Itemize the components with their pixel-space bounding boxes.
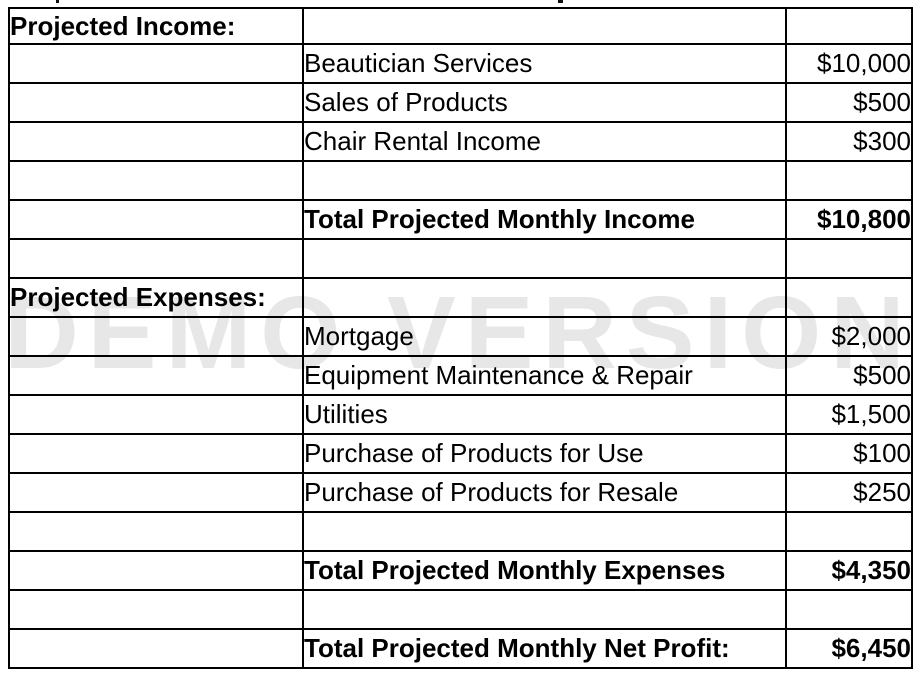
amount-cell: $6,450 — [785, 628, 913, 669]
amount-cell — [785, 160, 913, 201]
row-total-monthly-net-profit: Total Projected Monthly Net Profit: $6,4… — [8, 628, 913, 669]
amount-cell: $2,000 — [785, 316, 913, 357]
item-name-cell: Mortgage — [302, 316, 787, 357]
row-products-for-resale: Purchase of Products for Resale $250 — [8, 472, 913, 513]
cropped-text-remnant — [558, 0, 563, 3]
amount-cell: $250 — [785, 472, 913, 513]
item-name-cell — [302, 511, 787, 552]
item-name-cell: Purchase of Products for Resale — [302, 472, 787, 513]
row-total-monthly-income: Total Projected Monthly Income $10,800 — [8, 199, 913, 240]
item-name-cell: Total Projected Monthly Expenses — [302, 550, 787, 591]
item-name-cell: Total Projected Monthly Net Profit: — [302, 628, 787, 669]
amount-cell: $500 — [785, 355, 913, 396]
section-label-cell — [8, 316, 304, 357]
section-label-cell: Projected Income: — [8, 7, 304, 45]
item-name-cell: Sales of Products — [302, 82, 787, 123]
amount-cell: $10,000 — [785, 43, 913, 84]
amount-cell: $300 — [785, 121, 913, 162]
financial-projection-table: Projected Income: Beautician Services $1… — [8, 7, 913, 669]
item-name-cell — [302, 238, 787, 279]
amount-cell — [785, 7, 913, 45]
amount-cell: $1,500 — [785, 394, 913, 435]
row-chair-rental-income: Chair Rental Income $300 — [8, 121, 913, 162]
item-name-cell: Beautician Services — [302, 43, 787, 84]
section-label-cell — [8, 43, 304, 84]
item-name-cell — [302, 160, 787, 201]
cropped-text-remnant — [56, 0, 59, 3]
amount-cell: $100 — [785, 433, 913, 474]
section-label-cell — [8, 550, 304, 591]
section-label-cell — [8, 394, 304, 435]
amount-cell — [785, 511, 913, 552]
item-name-cell — [302, 277, 787, 318]
item-name-cell: Equipment Maintenance & Repair — [302, 355, 787, 396]
amount-cell: $10,800 — [785, 199, 913, 240]
row-equipment-maintenance: Equipment Maintenance & Repair $500 — [8, 355, 913, 396]
row-products-for-use: Purchase of Products for Use $100 — [8, 433, 913, 474]
row-spacer — [8, 160, 913, 201]
item-name-cell — [302, 589, 787, 630]
section-label-cell — [8, 589, 304, 630]
row-utilities: Utilities $1,500 — [8, 394, 913, 435]
amount-cell — [785, 277, 913, 318]
section-label-cell — [8, 121, 304, 162]
section-label-cell — [8, 82, 304, 123]
amount-cell — [785, 238, 913, 279]
amount-cell: $500 — [785, 82, 913, 123]
section-label-cell — [8, 355, 304, 396]
amount-cell: $4,350 — [785, 550, 913, 591]
row-spacer — [8, 589, 913, 630]
section-label-cell — [8, 160, 304, 201]
section-label-cell — [8, 472, 304, 513]
item-name-cell: Chair Rental Income — [302, 121, 787, 162]
section-label-cell — [8, 199, 304, 240]
row-sales-of-products: Sales of Products $500 — [8, 82, 913, 123]
section-label-cell — [8, 511, 304, 552]
row-spacer — [8, 238, 913, 279]
row-projected-income-header: Projected Income: — [8, 7, 913, 45]
item-name-cell: Utilities — [302, 394, 787, 435]
row-spacer — [8, 511, 913, 552]
section-label-cell — [8, 628, 304, 669]
row-beautician-services: Beautician Services $10,000 — [8, 43, 913, 84]
item-name-cell: Purchase of Products for Use — [302, 433, 787, 474]
row-projected-expenses-header: Projected Expenses: — [8, 277, 913, 318]
item-name-cell: Total Projected Monthly Income — [302, 199, 787, 240]
section-label-cell — [8, 238, 304, 279]
section-label-cell: Projected Expenses: — [8, 277, 304, 318]
row-total-monthly-expenses: Total Projected Monthly Expenses $4,350 — [8, 550, 913, 591]
section-label-cell — [8, 433, 304, 474]
row-mortgage: Mortgage $2,000 — [8, 316, 913, 357]
item-name-cell — [302, 7, 787, 45]
amount-cell — [785, 589, 913, 630]
